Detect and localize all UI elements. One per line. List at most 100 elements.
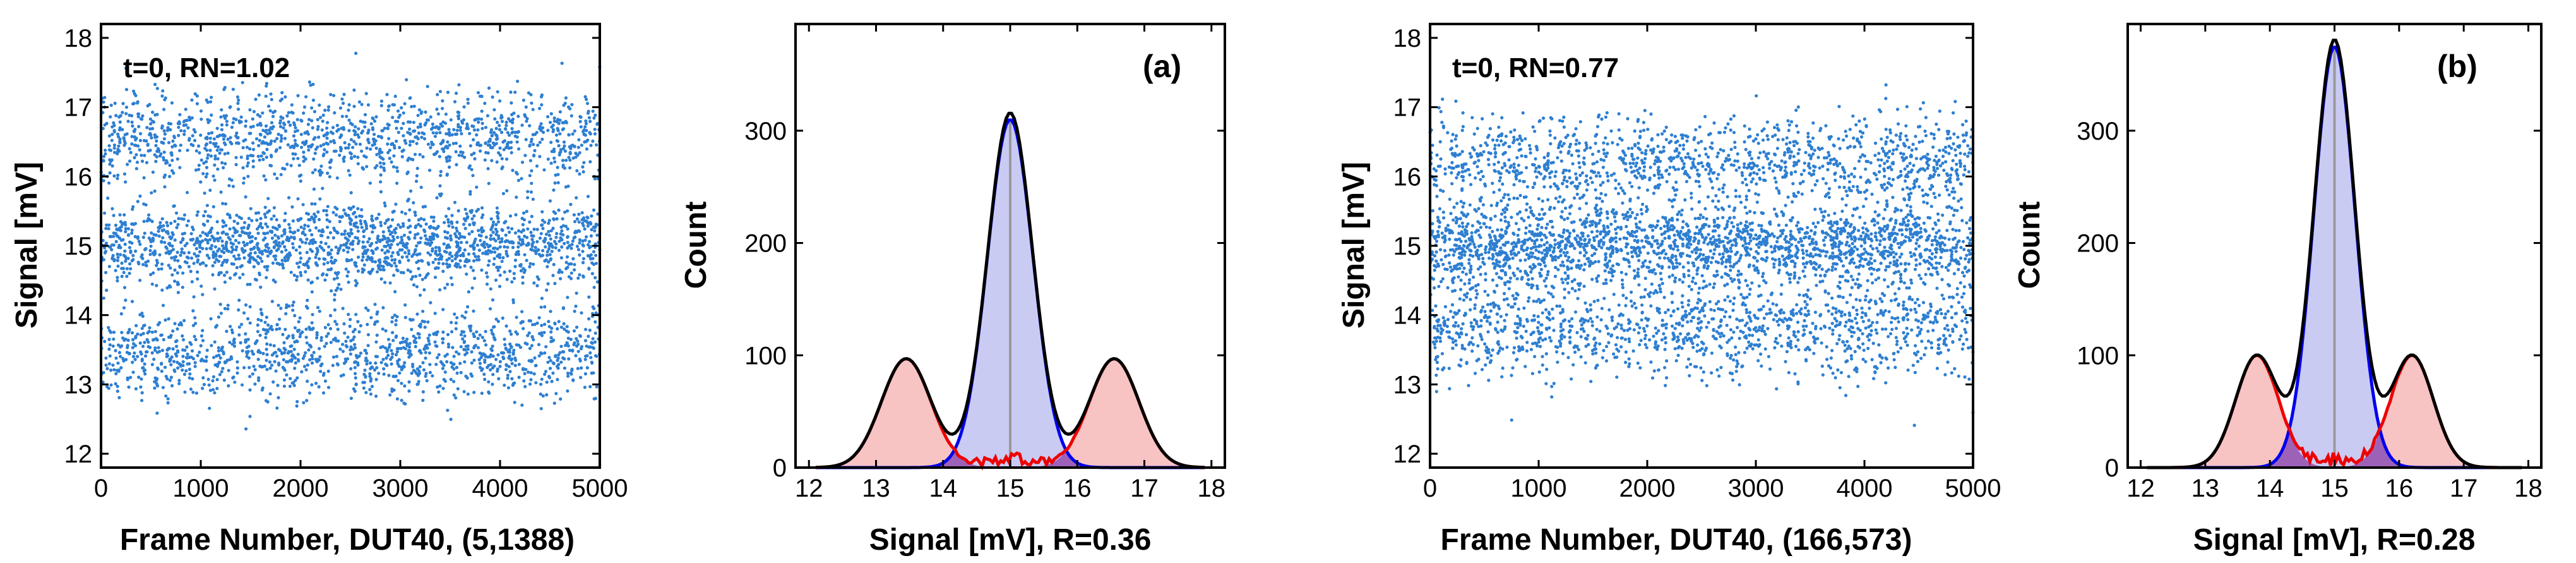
scatter-point [447, 345, 451, 349]
scatter-point [311, 171, 314, 174]
scatter-point [1559, 263, 1563, 267]
scatter-point [152, 271, 155, 275]
scatter-point [552, 338, 556, 342]
scatter-point [219, 190, 223, 194]
scatter-point [585, 219, 588, 223]
scatter-point [133, 143, 137, 147]
scatter-point [390, 349, 393, 353]
scatter-point [102, 296, 105, 300]
scatter-point [275, 323, 279, 327]
scatter-point [575, 325, 579, 329]
scatter-point [273, 351, 278, 354]
scatter-point [1814, 273, 1818, 277]
scatter-point [137, 112, 141, 116]
scatter-point [105, 223, 109, 227]
scatter-point [207, 383, 211, 387]
scatter-point [188, 367, 191, 372]
scatter-point [141, 366, 145, 370]
scatter-point [427, 339, 431, 343]
scatter-point [265, 358, 268, 362]
scatter-point [452, 354, 456, 358]
scatter-point [245, 145, 249, 149]
scatter-point [1591, 152, 1595, 156]
scatter-point [118, 141, 122, 145]
scatter-point [170, 355, 174, 359]
scatter-point [331, 126, 335, 130]
scatter-point [124, 106, 129, 109]
scatter-point [235, 265, 239, 270]
scatter-point [171, 233, 175, 236]
scatter-point [136, 101, 140, 105]
scatter-point [1691, 276, 1695, 280]
scatter-point [245, 354, 249, 358]
scatter-point [356, 207, 360, 210]
scatter-point [107, 227, 110, 231]
scatter-point [1892, 148, 1895, 152]
scatter-point [383, 169, 386, 173]
scatter-point [208, 188, 212, 192]
scatter-point [102, 155, 106, 159]
scatter-point [165, 286, 169, 290]
scatter-point [181, 360, 185, 364]
scatter-point [425, 378, 429, 383]
scatter-point [179, 321, 182, 325]
scatter-point [453, 100, 457, 104]
scatter-point [480, 391, 484, 396]
scatter-point [278, 124, 283, 128]
scatter-point [124, 230, 128, 234]
scatter-point [378, 147, 382, 151]
scatter-point [576, 366, 580, 370]
scatter-point [349, 155, 354, 159]
scatter-point [347, 129, 351, 133]
scatter-point [529, 231, 533, 234]
scatter-point [359, 222, 363, 226]
scatter-point [298, 260, 302, 264]
scatter-point [481, 251, 485, 255]
scatter-point [306, 264, 310, 268]
scatter-point [428, 168, 432, 173]
scatter-point [326, 121, 330, 124]
scatter-point [452, 393, 456, 397]
scatter-point [216, 157, 220, 160]
scatter-point [122, 286, 127, 289]
scatter-point [1729, 277, 1733, 281]
scatter-point [196, 258, 200, 262]
scatter-point [255, 218, 259, 222]
scatter-point [470, 153, 474, 157]
scatter-point [400, 238, 404, 242]
scatter-point [216, 145, 220, 149]
scatter-point [396, 243, 400, 246]
scatter-point [265, 128, 268, 132]
scatter-point [438, 246, 441, 250]
scatter-point [420, 131, 424, 135]
scatter-point [462, 348, 466, 351]
scatter-point [484, 271, 489, 275]
scatter-point [592, 286, 596, 289]
scatter-point [386, 256, 390, 260]
scatter-point [395, 181, 399, 185]
scatter-point [1450, 139, 1453, 143]
scatter-point [371, 116, 374, 120]
scatter-point [500, 167, 504, 171]
scatter-point [285, 114, 289, 118]
scatter-point [593, 340, 597, 344]
scatter-point [1788, 277, 1792, 281]
scatter-point [368, 181, 372, 185]
scatter-point [390, 355, 394, 360]
scatter-point [380, 129, 384, 133]
scatter-point [489, 368, 492, 372]
scatter-point [1879, 361, 1883, 365]
scatter-point [377, 267, 381, 270]
scatter-point [143, 231, 146, 235]
scatter-point [140, 118, 144, 121]
scatter-point [1513, 128, 1517, 132]
scatter-point [168, 241, 172, 245]
scatter-point [516, 253, 521, 257]
scatter-point [1818, 274, 1822, 277]
scatter-point [470, 350, 474, 354]
scatter-point [436, 234, 439, 238]
scatter-point [213, 154, 217, 158]
scatter-point [104, 356, 108, 360]
scatter-point [360, 149, 364, 153]
